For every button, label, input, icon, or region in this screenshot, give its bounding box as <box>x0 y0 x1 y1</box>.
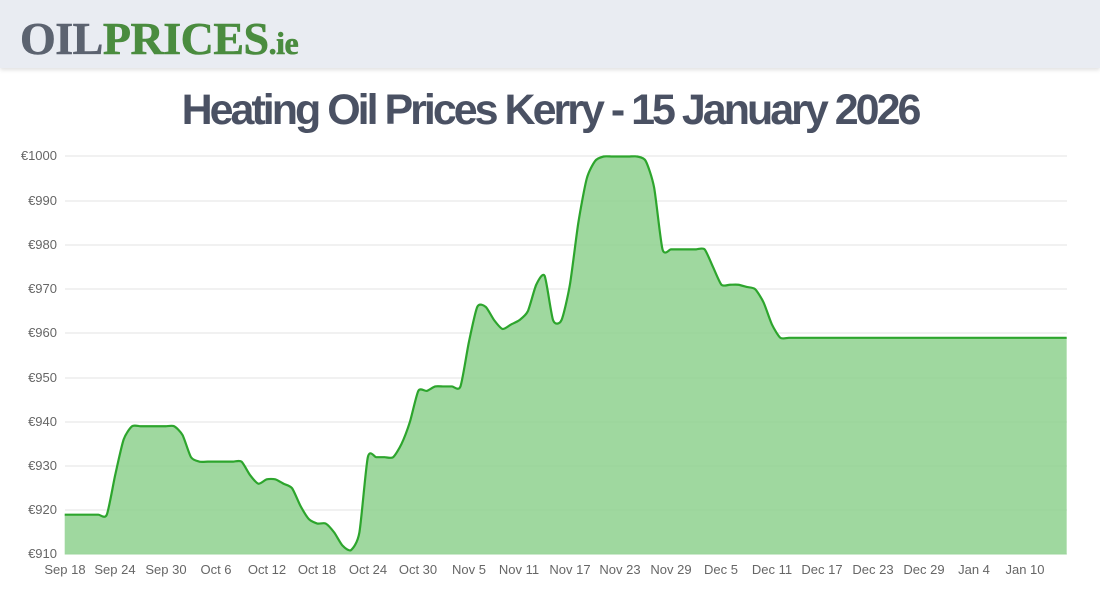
svg-text:Oct 30: Oct 30 <box>399 562 437 577</box>
svg-text:Sep 30: Sep 30 <box>145 562 186 577</box>
svg-text:Dec 17: Dec 17 <box>801 562 842 577</box>
svg-text:€950: €950 <box>28 370 57 385</box>
svg-text:Oct 6: Oct 6 <box>200 562 231 577</box>
svg-text:Jan 4: Jan 4 <box>958 562 990 577</box>
svg-text:€940: €940 <box>28 414 57 429</box>
svg-text:€930: €930 <box>28 458 57 473</box>
svg-text:Sep 24: Sep 24 <box>94 562 135 577</box>
svg-text:Oct 18: Oct 18 <box>298 562 336 577</box>
svg-text:€980: €980 <box>28 237 57 252</box>
svg-text:Oct 24: Oct 24 <box>349 562 387 577</box>
svg-text:Oct 12: Oct 12 <box>248 562 286 577</box>
svg-text:Nov 23: Nov 23 <box>599 562 640 577</box>
svg-text:€1000: €1000 <box>21 148 57 163</box>
svg-text:€960: €960 <box>28 325 57 340</box>
svg-text:€990: €990 <box>28 193 57 208</box>
svg-text:Nov 11: Nov 11 <box>499 562 539 577</box>
svg-text:Sep 18: Sep 18 <box>44 562 85 577</box>
svg-text:€920: €920 <box>28 502 57 517</box>
svg-text:Dec 29: Dec 29 <box>903 562 944 577</box>
svg-text:€970: €970 <box>28 281 57 296</box>
svg-text:Dec 5: Dec 5 <box>704 562 738 577</box>
svg-text:Dec 23: Dec 23 <box>852 562 893 577</box>
svg-text:Nov 5: Nov 5 <box>452 562 486 577</box>
svg-text:Nov 29: Nov 29 <box>650 562 691 577</box>
svg-text:Nov 17: Nov 17 <box>549 562 590 577</box>
svg-text:€910: €910 <box>28 546 57 561</box>
svg-text:Jan 10: Jan 10 <box>1005 562 1044 577</box>
svg-text:Dec 11: Dec 11 <box>752 562 792 577</box>
